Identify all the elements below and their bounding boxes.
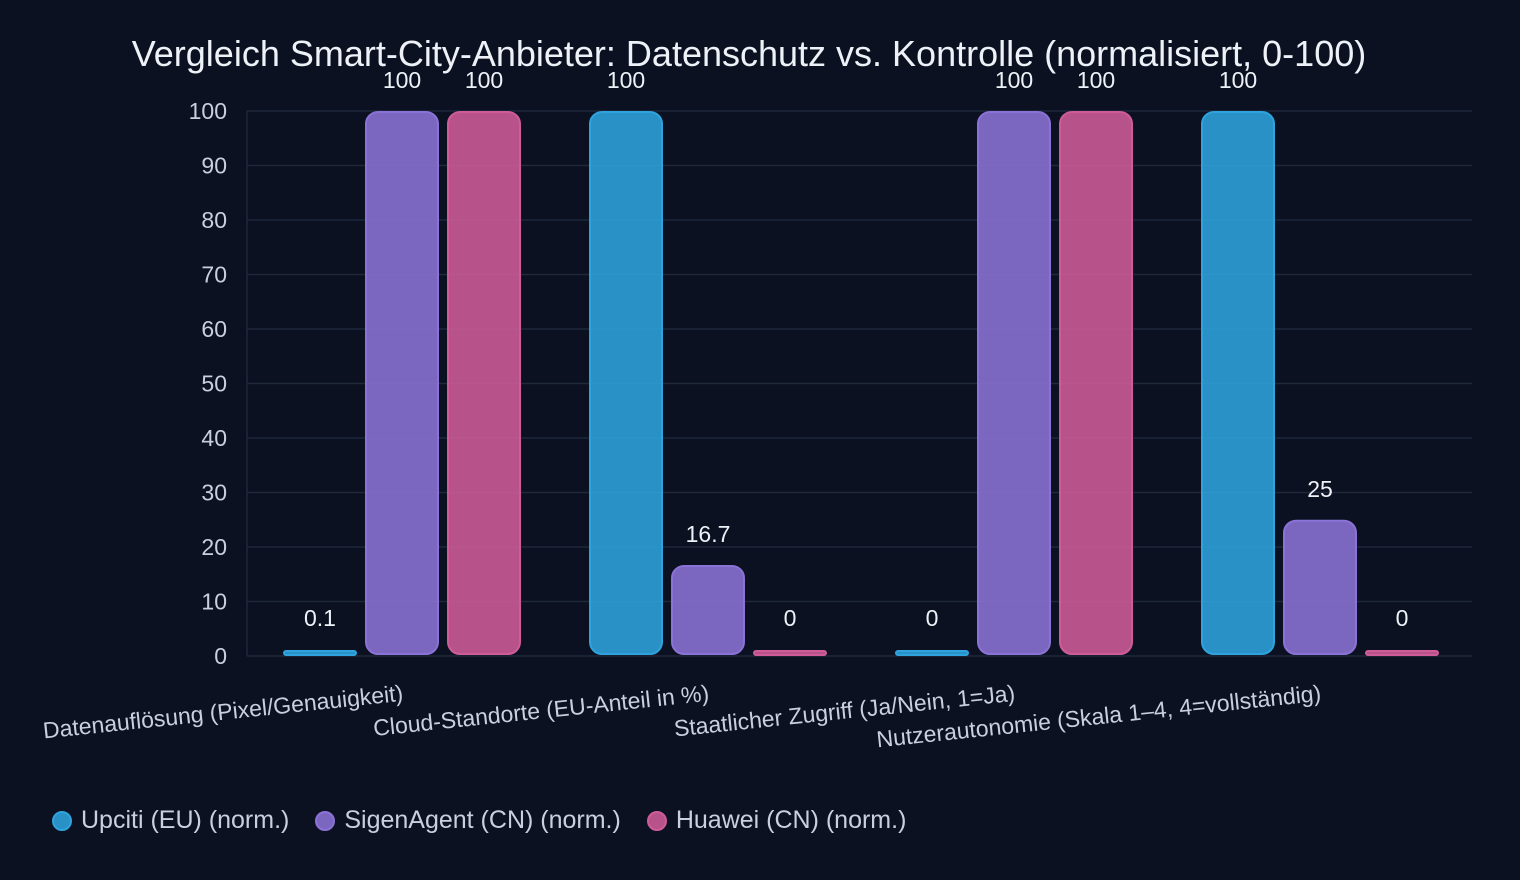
bars [283, 111, 1439, 656]
data-label: 0 [1396, 605, 1409, 631]
x-axis: Datenauflösung (Pixel/Genauigkeit)Cloud-… [42, 680, 1323, 753]
bar [1201, 111, 1275, 655]
data-label: 100 [1077, 67, 1115, 93]
bar [447, 111, 521, 655]
y-axis: 0 10 20 30 40 50 60 70 80 90 100 [189, 98, 248, 669]
data-label: 100 [465, 67, 503, 93]
data-label: 100 [995, 67, 1033, 93]
y-tick-label: 70 [201, 262, 227, 288]
data-label: 100 [1219, 67, 1257, 93]
y-tick-label: 10 [201, 589, 227, 615]
bar [1365, 650, 1439, 656]
legend-swatch [315, 810, 336, 831]
y-tick-label: 40 [201, 425, 227, 451]
y-tick-label: 80 [201, 207, 227, 233]
legend-label: Upciti (EU) (norm.) [81, 806, 290, 834]
bar [365, 111, 439, 655]
y-tick-label: 50 [201, 371, 227, 397]
legend-swatch [52, 810, 72, 831]
data-label: 0.1 [304, 605, 336, 631]
y-tick-label: 20 [201, 534, 227, 560]
data-labels: 0.1 100 100 100 16.7 0 0 100 100 100 25 0 [304, 67, 1408, 631]
bar [753, 650, 827, 656]
data-label: 25 [1307, 476, 1333, 502]
data-label: 0 [926, 605, 939, 631]
legend-label: Huawei (CN) (norm.) [675, 806, 907, 834]
data-label: 16.7 [686, 521, 731, 547]
legend-item[interactable]: Huawei (CN) (norm.) [646, 806, 907, 835]
legend-item[interactable]: SigenAgent (CN) (norm.) [315, 806, 621, 835]
bar [1283, 519, 1357, 655]
y-tick-label: 100 [189, 98, 227, 124]
bar [283, 650, 357, 656]
legend-label: SigenAgent (CN) (norm.) [344, 806, 621, 834]
data-label: 100 [607, 67, 645, 93]
bar [589, 111, 663, 655]
legend-swatch [646, 810, 667, 831]
y-tick-label: 90 [201, 153, 227, 179]
x-tick-label: Cloud-Standorte (EU-Anteil in %) [372, 680, 710, 741]
legend: Upciti (EU) (norm.) SigenAgent (CN) (norm… [52, 806, 906, 835]
y-tick-label: 30 [201, 480, 227, 506]
legend-item[interactable]: Upciti (EU) (norm.) [52, 806, 289, 835]
bar [977, 111, 1051, 655]
bar [671, 564, 745, 655]
data-label: 0 [784, 605, 797, 631]
bar [1059, 111, 1133, 655]
data-label: 100 [383, 67, 421, 93]
bar [895, 650, 969, 656]
x-tick-label: Datenauflösung (Pixel/Genauigkeit) [42, 680, 405, 744]
y-tick-label: 0 [214, 643, 227, 669]
chart-title: Vergleich Smart-City-Anbieter: Datenschu… [132, 33, 1366, 74]
y-tick-label: 60 [201, 316, 227, 342]
